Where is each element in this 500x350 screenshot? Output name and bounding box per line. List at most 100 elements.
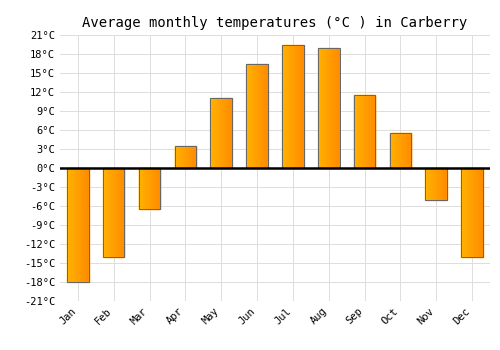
Bar: [190, 146, 191, 168]
Bar: [174, 146, 196, 168]
Bar: [472, 168, 473, 257]
Bar: [67, 168, 68, 282]
Bar: [257, 63, 258, 168]
Bar: [104, 168, 105, 257]
Bar: [360, 95, 361, 168]
Bar: [392, 133, 393, 168]
Bar: [284, 44, 285, 168]
Bar: [462, 168, 463, 257]
Bar: [79, 168, 80, 282]
Bar: [107, 168, 108, 257]
Bar: [294, 44, 295, 168]
Bar: [223, 98, 224, 168]
Bar: [476, 168, 477, 257]
Bar: [120, 168, 122, 257]
Bar: [431, 168, 432, 200]
Bar: [373, 95, 374, 168]
Bar: [433, 168, 434, 200]
Bar: [87, 168, 88, 282]
Bar: [427, 168, 428, 200]
Bar: [84, 168, 85, 282]
Bar: [252, 63, 253, 168]
Bar: [287, 44, 288, 168]
Bar: [264, 63, 265, 168]
Bar: [247, 63, 248, 168]
Bar: [176, 146, 177, 168]
Bar: [426, 168, 427, 200]
Bar: [481, 168, 482, 257]
Bar: [222, 98, 223, 168]
Bar: [149, 168, 150, 209]
Bar: [231, 98, 232, 168]
Bar: [141, 168, 142, 209]
Bar: [188, 146, 189, 168]
Bar: [103, 168, 124, 257]
Bar: [301, 44, 302, 168]
Bar: [482, 168, 483, 257]
Bar: [179, 146, 180, 168]
Bar: [302, 44, 303, 168]
Bar: [282, 44, 304, 168]
Bar: [174, 146, 175, 168]
Bar: [175, 146, 176, 168]
Bar: [230, 98, 231, 168]
Bar: [184, 146, 185, 168]
Bar: [265, 63, 266, 168]
Bar: [143, 168, 144, 209]
Bar: [67, 168, 88, 282]
Bar: [330, 48, 331, 168]
Bar: [428, 168, 430, 200]
Bar: [438, 168, 439, 200]
Bar: [224, 98, 225, 168]
Bar: [116, 168, 117, 257]
Bar: [106, 168, 107, 257]
Bar: [333, 48, 334, 168]
Bar: [390, 133, 392, 168]
Bar: [86, 168, 87, 282]
Bar: [210, 98, 232, 168]
Bar: [82, 168, 83, 282]
Bar: [477, 168, 478, 257]
Bar: [187, 146, 188, 168]
Bar: [402, 133, 403, 168]
Bar: [282, 44, 283, 168]
Bar: [213, 98, 214, 168]
Bar: [155, 168, 156, 209]
Bar: [76, 168, 77, 282]
Bar: [408, 133, 409, 168]
Bar: [334, 48, 335, 168]
Bar: [113, 168, 114, 257]
Bar: [193, 146, 194, 168]
Bar: [211, 98, 212, 168]
Bar: [262, 63, 263, 168]
Bar: [369, 95, 370, 168]
Bar: [148, 168, 149, 209]
Bar: [253, 63, 254, 168]
Bar: [363, 95, 364, 168]
Bar: [283, 44, 284, 168]
Bar: [246, 63, 268, 168]
Bar: [119, 168, 120, 257]
Bar: [228, 98, 229, 168]
Bar: [396, 133, 397, 168]
Bar: [186, 146, 187, 168]
Bar: [292, 44, 293, 168]
Bar: [218, 98, 219, 168]
Bar: [229, 98, 230, 168]
Bar: [441, 168, 442, 200]
Bar: [469, 168, 470, 257]
Bar: [361, 95, 362, 168]
Bar: [300, 44, 301, 168]
Bar: [394, 133, 395, 168]
Bar: [150, 168, 151, 209]
Bar: [157, 168, 158, 209]
Bar: [465, 168, 466, 257]
Bar: [426, 168, 447, 200]
Bar: [221, 98, 222, 168]
Bar: [407, 133, 408, 168]
Bar: [181, 146, 182, 168]
Bar: [462, 168, 483, 257]
Bar: [398, 133, 399, 168]
Bar: [177, 146, 178, 168]
Bar: [436, 168, 437, 200]
